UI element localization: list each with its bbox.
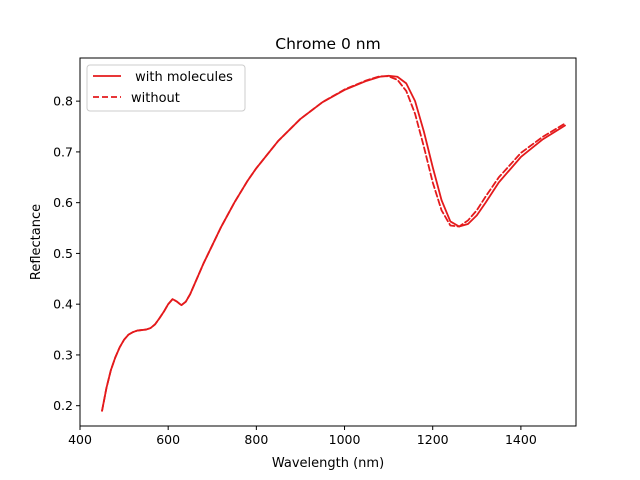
series-line-without — [101, 75, 566, 412]
x-axis-title: Wavelength (nm) — [272, 456, 384, 471]
y-tick-label: 0.5 — [53, 246, 73, 261]
x-tick-label: 1400 — [505, 432, 537, 447]
y-axis-title: Reflectance — [29, 204, 44, 280]
x-tick-label: 1000 — [329, 432, 361, 447]
x-tick-label: 800 — [244, 432, 268, 447]
y-tick-label: 0.2 — [53, 398, 73, 413]
x-tick-label: 600 — [156, 432, 180, 447]
legend: with molecules without — [86, 64, 246, 112]
legend-box — [86, 64, 246, 112]
legend-label-with-molecules: with molecules — [131, 70, 233, 85]
chart-title: Chrome 0 nm — [275, 35, 380, 53]
y-tick-label: 0.3 — [53, 347, 73, 362]
y-tick-label: 0.6 — [53, 195, 73, 210]
y-tick-label: 0.7 — [53, 144, 73, 159]
series-line-with-molecules — [101, 74, 566, 412]
x-tick-label: 400 — [68, 432, 92, 447]
y-tick-label: 0.4 — [53, 297, 73, 312]
plot-frame — [79, 57, 577, 427]
x-tick-label: 1200 — [417, 432, 449, 447]
legend-label-without: without — [131, 91, 180, 106]
x-axis: 400 600 800 1000 1200 1400 — [68, 426, 537, 447]
plot-area — [101, 74, 566, 412]
y-tick-label: 0.8 — [53, 94, 73, 109]
y-axis: 0.2 0.3 0.4 0.5 0.6 0.7 0.8 — [53, 94, 80, 413]
